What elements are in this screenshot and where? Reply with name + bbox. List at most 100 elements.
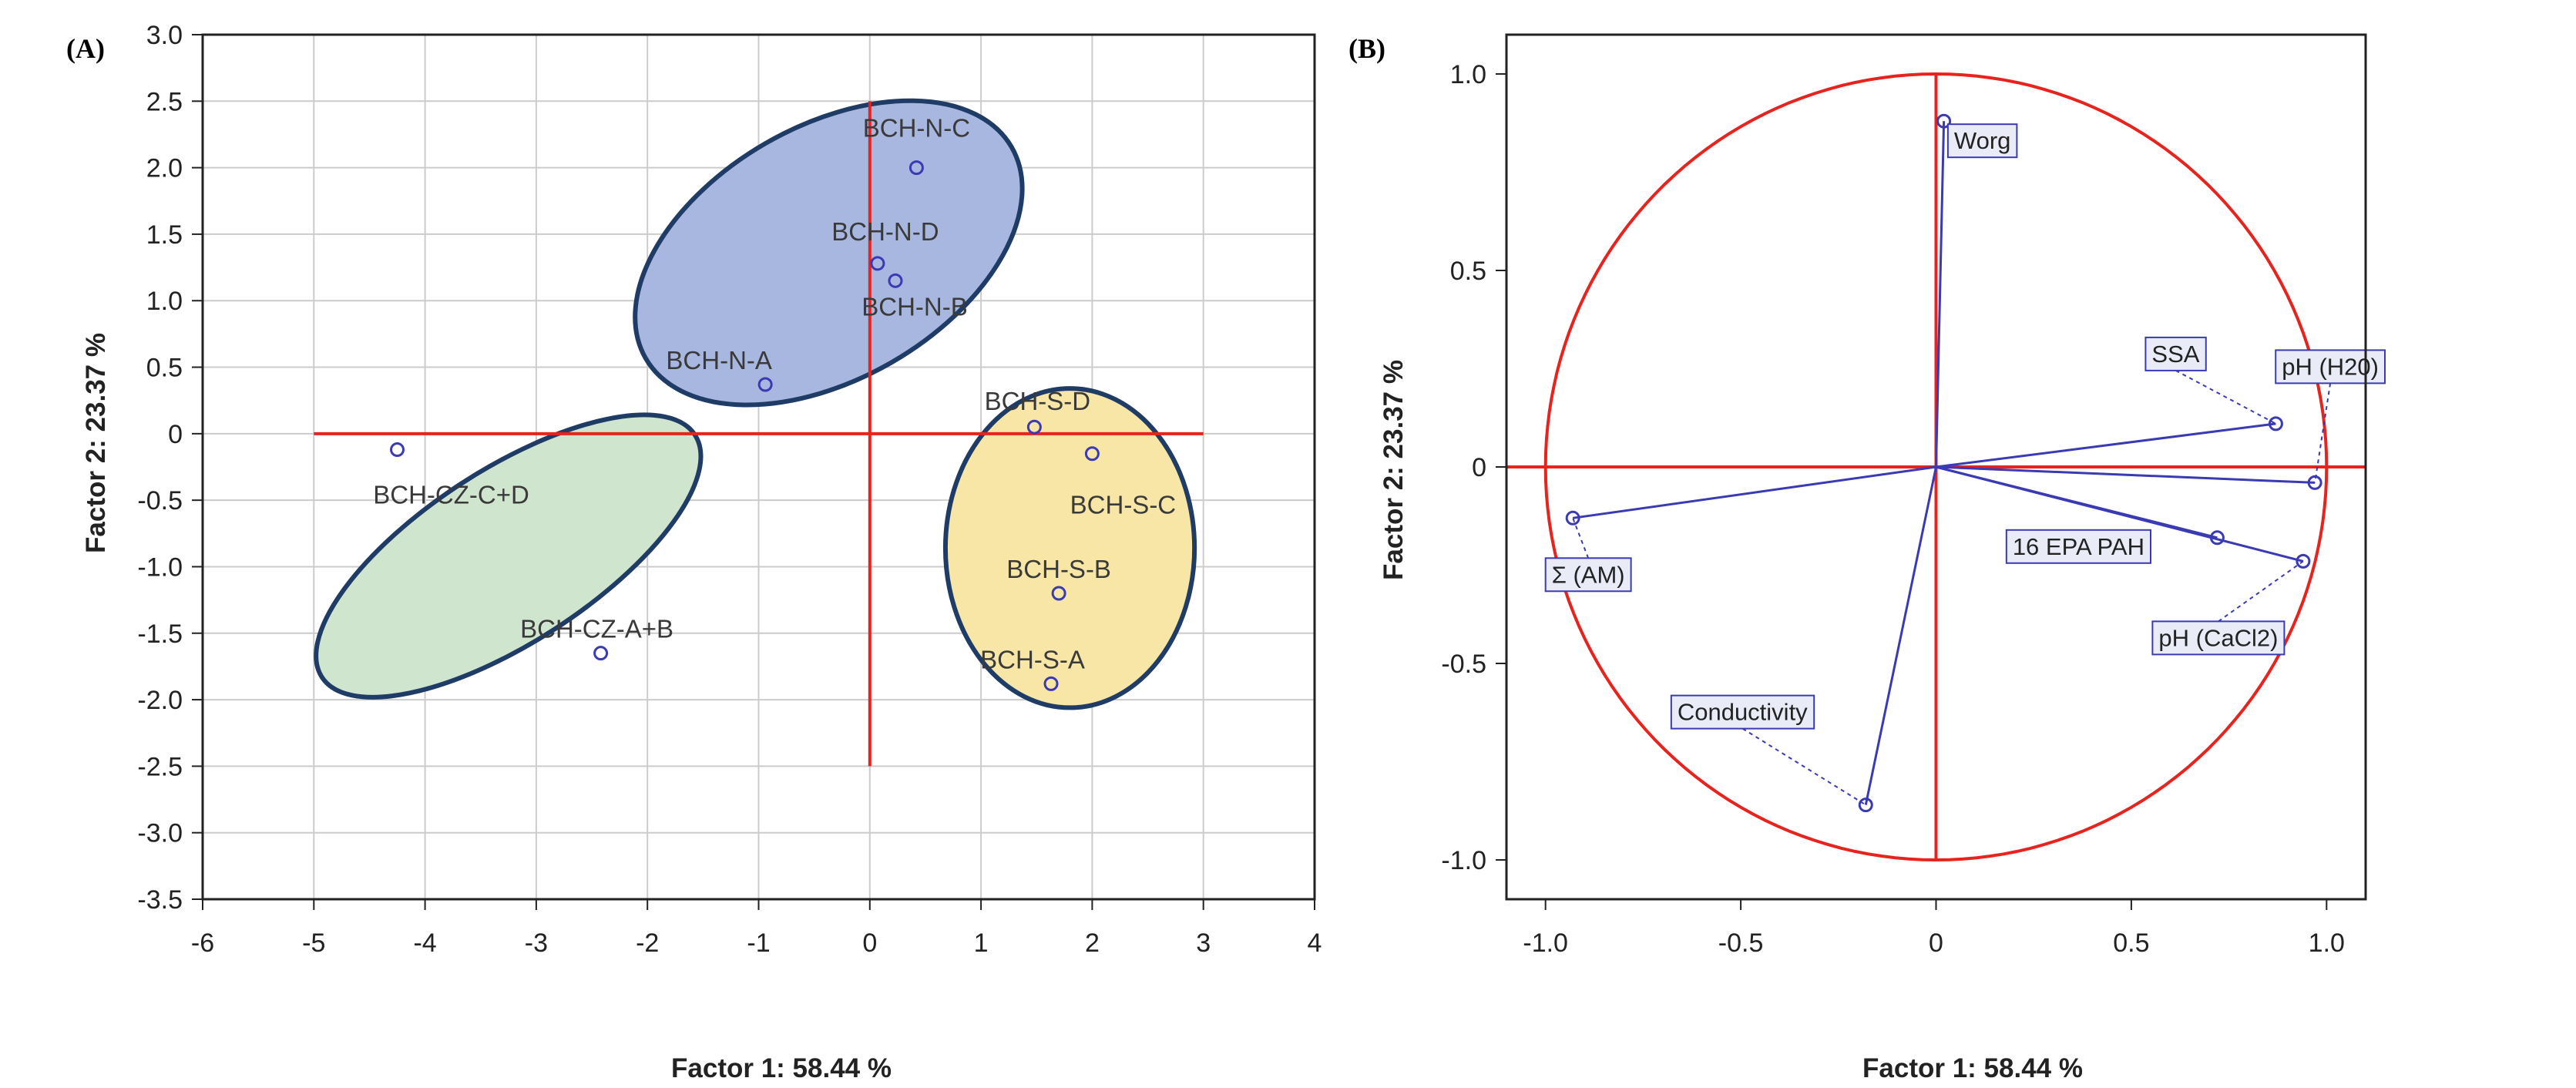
x-tick-label: 4 bbox=[1308, 928, 1322, 958]
plot-border bbox=[1505, 33, 2367, 901]
x-tick-label: 1.0 bbox=[2309, 928, 2345, 958]
point-label: BCH-CZ-A+B bbox=[520, 615, 673, 643]
x-tick-label: 0.5 bbox=[2113, 928, 2149, 958]
y-tick-label: -1.0 bbox=[1441, 846, 1486, 875]
y-tick-label: -1.5 bbox=[137, 620, 183, 649]
point-label: BCH-S-C bbox=[1070, 491, 1177, 519]
x-tick-label: -5 bbox=[302, 928, 325, 958]
x-tick-label: 2 bbox=[1085, 928, 1100, 958]
x-axis-label: Factor 1: 58.44 % bbox=[1862, 1053, 2083, 1083]
vector-label: pH (H20) bbox=[2282, 353, 2379, 380]
y-tick-label: -0.5 bbox=[137, 486, 183, 515]
vector-label: Σ (AM) bbox=[1552, 561, 1625, 588]
vector-label: pH (CaCl2) bbox=[2158, 624, 2278, 651]
y-tick-label: 1.0 bbox=[146, 287, 183, 316]
y-tick-labels: 1.0 0.5 0 -0.5 -1.0 bbox=[1441, 60, 1486, 875]
y-axis-label: Factor 2: 23.37 % bbox=[81, 333, 111, 553]
pca-scores-chart: (A) BCH-N-CBCH-N-DBCH-N-BBCH-N-ABCH-S-DB… bbox=[66, 21, 1322, 1083]
y-tick-label: 1.0 bbox=[1450, 60, 1486, 89]
x-tick-label: 1 bbox=[974, 928, 989, 958]
vector-tip bbox=[1858, 798, 1873, 813]
data-point bbox=[1026, 419, 1042, 435]
x-tick-label: -1 bbox=[747, 928, 770, 958]
loading-vector bbox=[1864, 466, 1937, 805]
pca-loadings-chart: (B) Worg SSA pH (H20) 16 EPA PAH pH (CaCl2) Σ… bbox=[1348, 33, 2386, 1083]
vector-tip bbox=[2268, 416, 2283, 432]
x-tick-label: -6 bbox=[191, 928, 214, 958]
label-leader-line bbox=[2218, 560, 2304, 623]
group-ellipses bbox=[314, 98, 1197, 710]
label-leader-line bbox=[2175, 370, 2276, 425]
point-label: BCH-N-C bbox=[863, 114, 970, 143]
vector-label-box bbox=[2151, 620, 2285, 656]
y-tick-label: -3.5 bbox=[137, 885, 183, 915]
vector-labels: Worg SSA pH (H20) 16 EPA PAH pH (CaCl2) Σ (AM… bbox=[1544, 123, 2386, 806]
panel-label-a: (A) bbox=[66, 33, 105, 64]
data-point bbox=[1043, 676, 1059, 691]
x-tick-label: -4 bbox=[413, 928, 436, 958]
vector-label-box bbox=[1544, 557, 1632, 593]
y-tick-label: -0.5 bbox=[1441, 650, 1486, 679]
vector-label: 16 EPA PAH bbox=[2013, 533, 2144, 560]
panel-label-b: (B) bbox=[1348, 33, 1385, 64]
vector-label: Conductivity bbox=[1678, 699, 1808, 726]
loading-vector bbox=[1935, 121, 1946, 468]
vector-tip bbox=[2296, 553, 2311, 569]
vector-tip bbox=[2307, 475, 2322, 490]
label-leader-line bbox=[2314, 383, 2332, 483]
data-point bbox=[757, 377, 773, 392]
y-tick-label: 1.5 bbox=[146, 220, 183, 250]
point-label: BCH-N-A bbox=[666, 346, 772, 374]
data-point bbox=[888, 273, 903, 288]
group-ellipse-bch-n bbox=[633, 98, 1025, 408]
y-tick-label: 2.5 bbox=[146, 87, 183, 116]
x-tick-label: 0 bbox=[1929, 928, 1943, 958]
x-tick-label: -1.0 bbox=[1523, 928, 1568, 958]
y-tick-label: 0.5 bbox=[146, 354, 183, 383]
y-tick-label: 0.5 bbox=[1450, 257, 1486, 286]
y-axis-label: Factor 2: 23.37 % bbox=[1379, 360, 1409, 580]
label-leader-line bbox=[1741, 727, 1866, 806]
x-tick-labels: -1.0 -0.5 0 0.5 1.0 bbox=[1523, 928, 2345, 958]
vector-label-box bbox=[2144, 336, 2207, 371]
x-tick-label: 3 bbox=[1196, 928, 1211, 958]
x-tick-label: -3 bbox=[525, 928, 548, 958]
y-tick-label: 0 bbox=[168, 420, 183, 449]
y-tick-label: -2.5 bbox=[137, 752, 183, 781]
point-label: BCH-CZ-C+D bbox=[373, 481, 529, 509]
vector-label: SSA bbox=[2151, 341, 2199, 368]
loading-vector bbox=[1936, 465, 2304, 562]
vector-label: Worg bbox=[1954, 127, 2011, 154]
y-tick-labels: 3.0 2.5 2.0 1.5 1.0 0.5 0 -0.5 -1.0 -1.5 -2.0 -2.5 -… bbox=[137, 21, 183, 915]
reference-lines bbox=[314, 101, 1204, 767]
vector-tip bbox=[1565, 510, 1580, 526]
y-tick-label: -1.0 bbox=[137, 552, 183, 582]
vector-label-box bbox=[2005, 529, 2151, 564]
y-tick-label: 3.0 bbox=[146, 21, 183, 50]
x-tick-labels: -6 -5 -4 -3 -2 -1 0 1 2 3 4 bbox=[191, 928, 1322, 958]
vector-label-box bbox=[1670, 694, 1815, 730]
point-labels: BCH-N-C BCH-N-D BCH-N-B BCH-N-A BCH-S-D BCH-S… bbox=[373, 114, 1176, 674]
y-tick-label: -2.0 bbox=[137, 686, 183, 715]
point-label: BCH-S-A bbox=[980, 645, 1085, 673]
group-ellipse-bch-cz bbox=[314, 412, 704, 700]
loading-vectors bbox=[1565, 113, 2322, 813]
data-point bbox=[390, 442, 405, 458]
vector-tip bbox=[1936, 113, 1952, 129]
y-tick-label: -3.0 bbox=[137, 819, 183, 848]
loading-vector bbox=[1936, 465, 2316, 484]
point-label: BCH-S-D bbox=[985, 387, 1091, 415]
plot-border bbox=[201, 33, 1316, 901]
plot-frame bbox=[192, 33, 1316, 910]
vector-label-box bbox=[1946, 123, 2018, 159]
data-point bbox=[593, 646, 609, 661]
x-tick-label: -0.5 bbox=[1718, 928, 1764, 958]
point-label: BCH-S-B bbox=[1006, 555, 1111, 583]
loading-vector bbox=[1936, 422, 2276, 468]
data-point bbox=[1051, 586, 1066, 601]
y-tick-label: 0 bbox=[1472, 453, 1486, 482]
data-point bbox=[908, 160, 924, 176]
x-tick-label: -2 bbox=[636, 928, 659, 958]
x-axis-label: Factor 1: 58.44 % bbox=[671, 1053, 892, 1083]
